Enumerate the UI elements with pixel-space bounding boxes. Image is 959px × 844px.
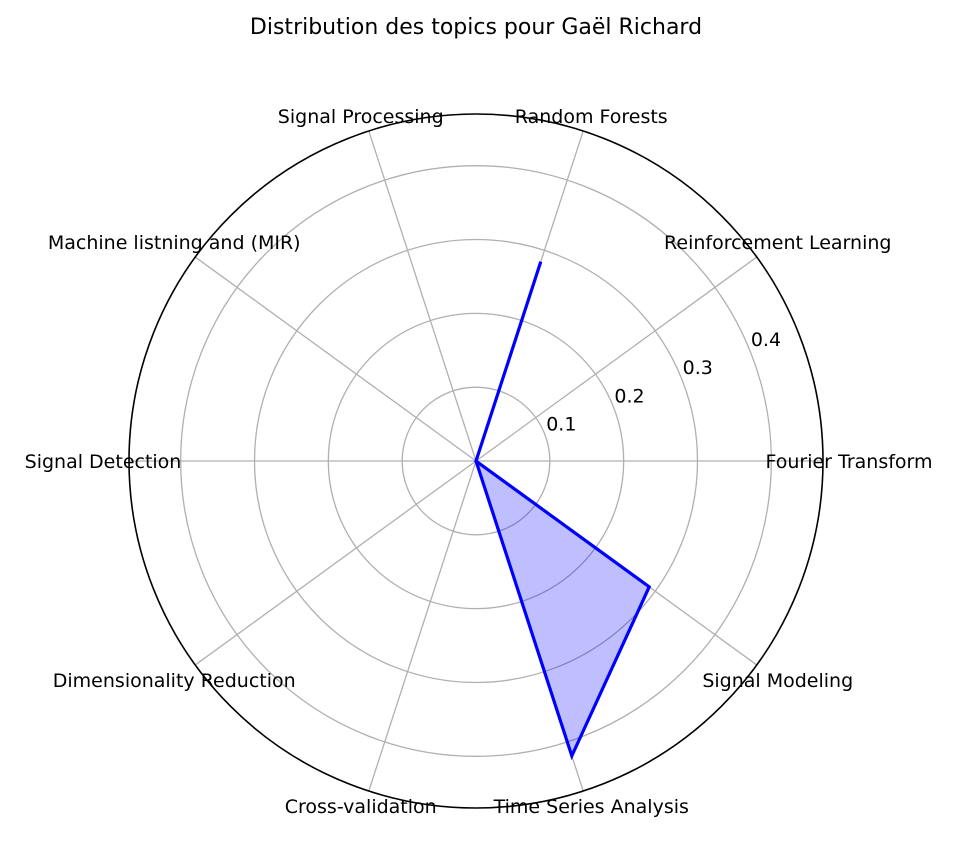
category-label: Reinforcement Learning (664, 232, 891, 254)
radial-tick-label: 0.1 (546, 414, 576, 436)
radial-tick-label: 0.3 (683, 357, 713, 379)
category-label-layer: Fourier Transform Reinforcement Learning R… (25, 106, 933, 818)
spoke-line-5 (194, 256, 477, 462)
spoke-line-8 (368, 460, 477, 792)
chart-title: Distribution des topics pour Gaël Richar… (250, 15, 702, 40)
radial-tick-layer: 0.1 0.2 0.3 0.4 (546, 329, 781, 436)
polar-frame (128, 113, 824, 809)
category-label: Cross-validation (285, 796, 437, 818)
series-layer (474, 261, 652, 761)
category-label: Time Series Analysis (493, 796, 689, 818)
spoke-line-7 (194, 460, 477, 666)
category-label: Machine listning and (MIR) (48, 232, 301, 254)
radial-tick-label: 0.4 (751, 329, 781, 351)
category-label: Fourier Transform (765, 451, 932, 473)
category-label: Signal Processing (278, 106, 444, 128)
category-label: Random Forests (515, 106, 668, 128)
radial-tick-label: 0.2 (614, 385, 644, 407)
category-label: Dimensionality Reduction (53, 670, 296, 692)
category-label: Signal Modeling (702, 670, 853, 692)
series-area-1 (474, 261, 652, 761)
spoke-line-4 (368, 130, 477, 462)
spoke-line-2 (475, 256, 758, 462)
category-label: Signal Detection (25, 451, 182, 473)
